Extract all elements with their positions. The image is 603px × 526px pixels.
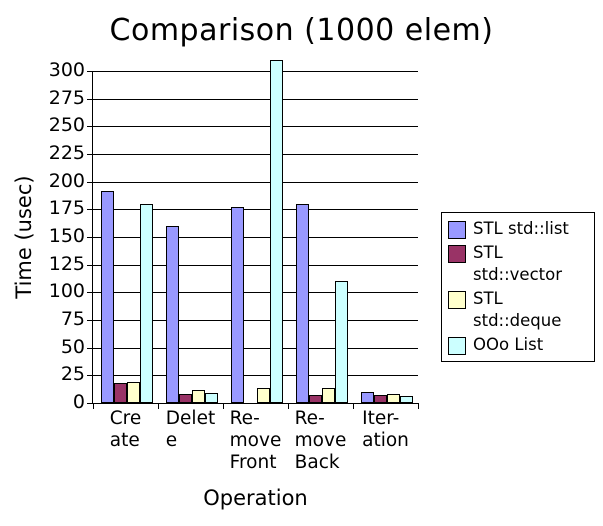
y-tick-label: 150 <box>48 225 85 247</box>
bar <box>322 388 335 403</box>
x-tick <box>288 403 289 409</box>
gridline <box>93 154 418 155</box>
y-tick-label: 300 <box>48 59 85 81</box>
legend-swatch-icon <box>448 337 466 355</box>
gridline <box>93 99 418 100</box>
x-axis-title: Operation <box>203 486 308 510</box>
legend-label: STL std::deque <box>473 289 562 330</box>
bar <box>179 394 192 403</box>
y-tick <box>87 99 93 100</box>
bar <box>296 204 309 403</box>
bar <box>257 388 270 403</box>
gridline <box>93 375 418 376</box>
bar <box>270 60 283 403</box>
gridline <box>93 292 418 293</box>
bar <box>400 396 413 403</box>
bar <box>335 281 348 403</box>
bar <box>127 382 140 403</box>
y-tick-label: 75 <box>60 308 85 330</box>
y-tick <box>87 292 93 293</box>
gridline <box>93 71 418 72</box>
bar <box>140 204 153 403</box>
gridline <box>93 320 418 321</box>
y-tick-label: 225 <box>48 142 85 164</box>
x-category-label: Cre ate <box>109 408 142 451</box>
x-category-label: Delet e <box>165 408 216 451</box>
gridline <box>93 265 418 266</box>
y-tick <box>87 237 93 238</box>
y-tick-label: 0 <box>72 391 85 413</box>
legend-label: OOo List <box>473 335 544 354</box>
x-category-label: Iter- ation <box>362 408 409 451</box>
x-tick <box>93 403 94 409</box>
y-tick-label: 125 <box>48 253 85 275</box>
plot-area <box>87 60 419 409</box>
y-tick <box>87 265 93 266</box>
legend-swatch-icon <box>448 245 466 263</box>
bar <box>387 394 400 403</box>
gridline <box>93 209 418 210</box>
x-tick <box>158 403 159 409</box>
gridline <box>93 348 418 349</box>
chart-title: Comparison (1000 elem) <box>109 13 494 48</box>
legend-item: STL std::deque <box>448 288 588 332</box>
bar <box>166 226 179 403</box>
legend-swatch-icon <box>448 291 466 309</box>
legend-label: STL std::vector <box>473 243 562 284</box>
gridline <box>93 403 418 404</box>
x-tick <box>223 403 224 409</box>
y-tick <box>87 71 93 72</box>
bar <box>101 191 114 403</box>
bar <box>205 393 218 403</box>
y-tick <box>87 126 93 127</box>
bar <box>192 390 205 403</box>
y-tick-label: 25 <box>60 363 85 385</box>
gridline <box>93 182 418 183</box>
x-tick <box>418 403 419 409</box>
bar <box>114 383 127 403</box>
x-tick <box>353 403 354 409</box>
y-tick <box>87 209 93 210</box>
x-category-label: Re- move Back <box>294 408 347 473</box>
bar <box>374 395 387 403</box>
y-tick <box>87 182 93 183</box>
bar <box>361 392 374 403</box>
y-tick-label: 250 <box>48 114 85 136</box>
y-tick-label: 175 <box>48 197 85 219</box>
y-tick-label: 100 <box>48 280 85 302</box>
y-tick-label: 275 <box>48 87 85 109</box>
y-tick-label: 200 <box>48 170 85 192</box>
y-tick <box>87 320 93 321</box>
x-category-label: Re- move Front <box>229 408 282 473</box>
y-tick <box>87 348 93 349</box>
legend-swatch-icon <box>448 221 466 239</box>
y-tick <box>87 154 93 155</box>
legend-item: STL std::list <box>448 218 588 240</box>
y-tick <box>87 403 93 404</box>
bar <box>309 395 322 403</box>
legend-label: STL std::list <box>473 219 569 238</box>
y-tick <box>87 375 93 376</box>
legend-item: OOo List <box>448 334 588 356</box>
y-tick-label: 50 <box>60 336 85 358</box>
gridline <box>93 126 418 127</box>
legend-item: STL std::vector <box>448 242 588 286</box>
bar <box>231 207 244 403</box>
gridline <box>93 237 418 238</box>
